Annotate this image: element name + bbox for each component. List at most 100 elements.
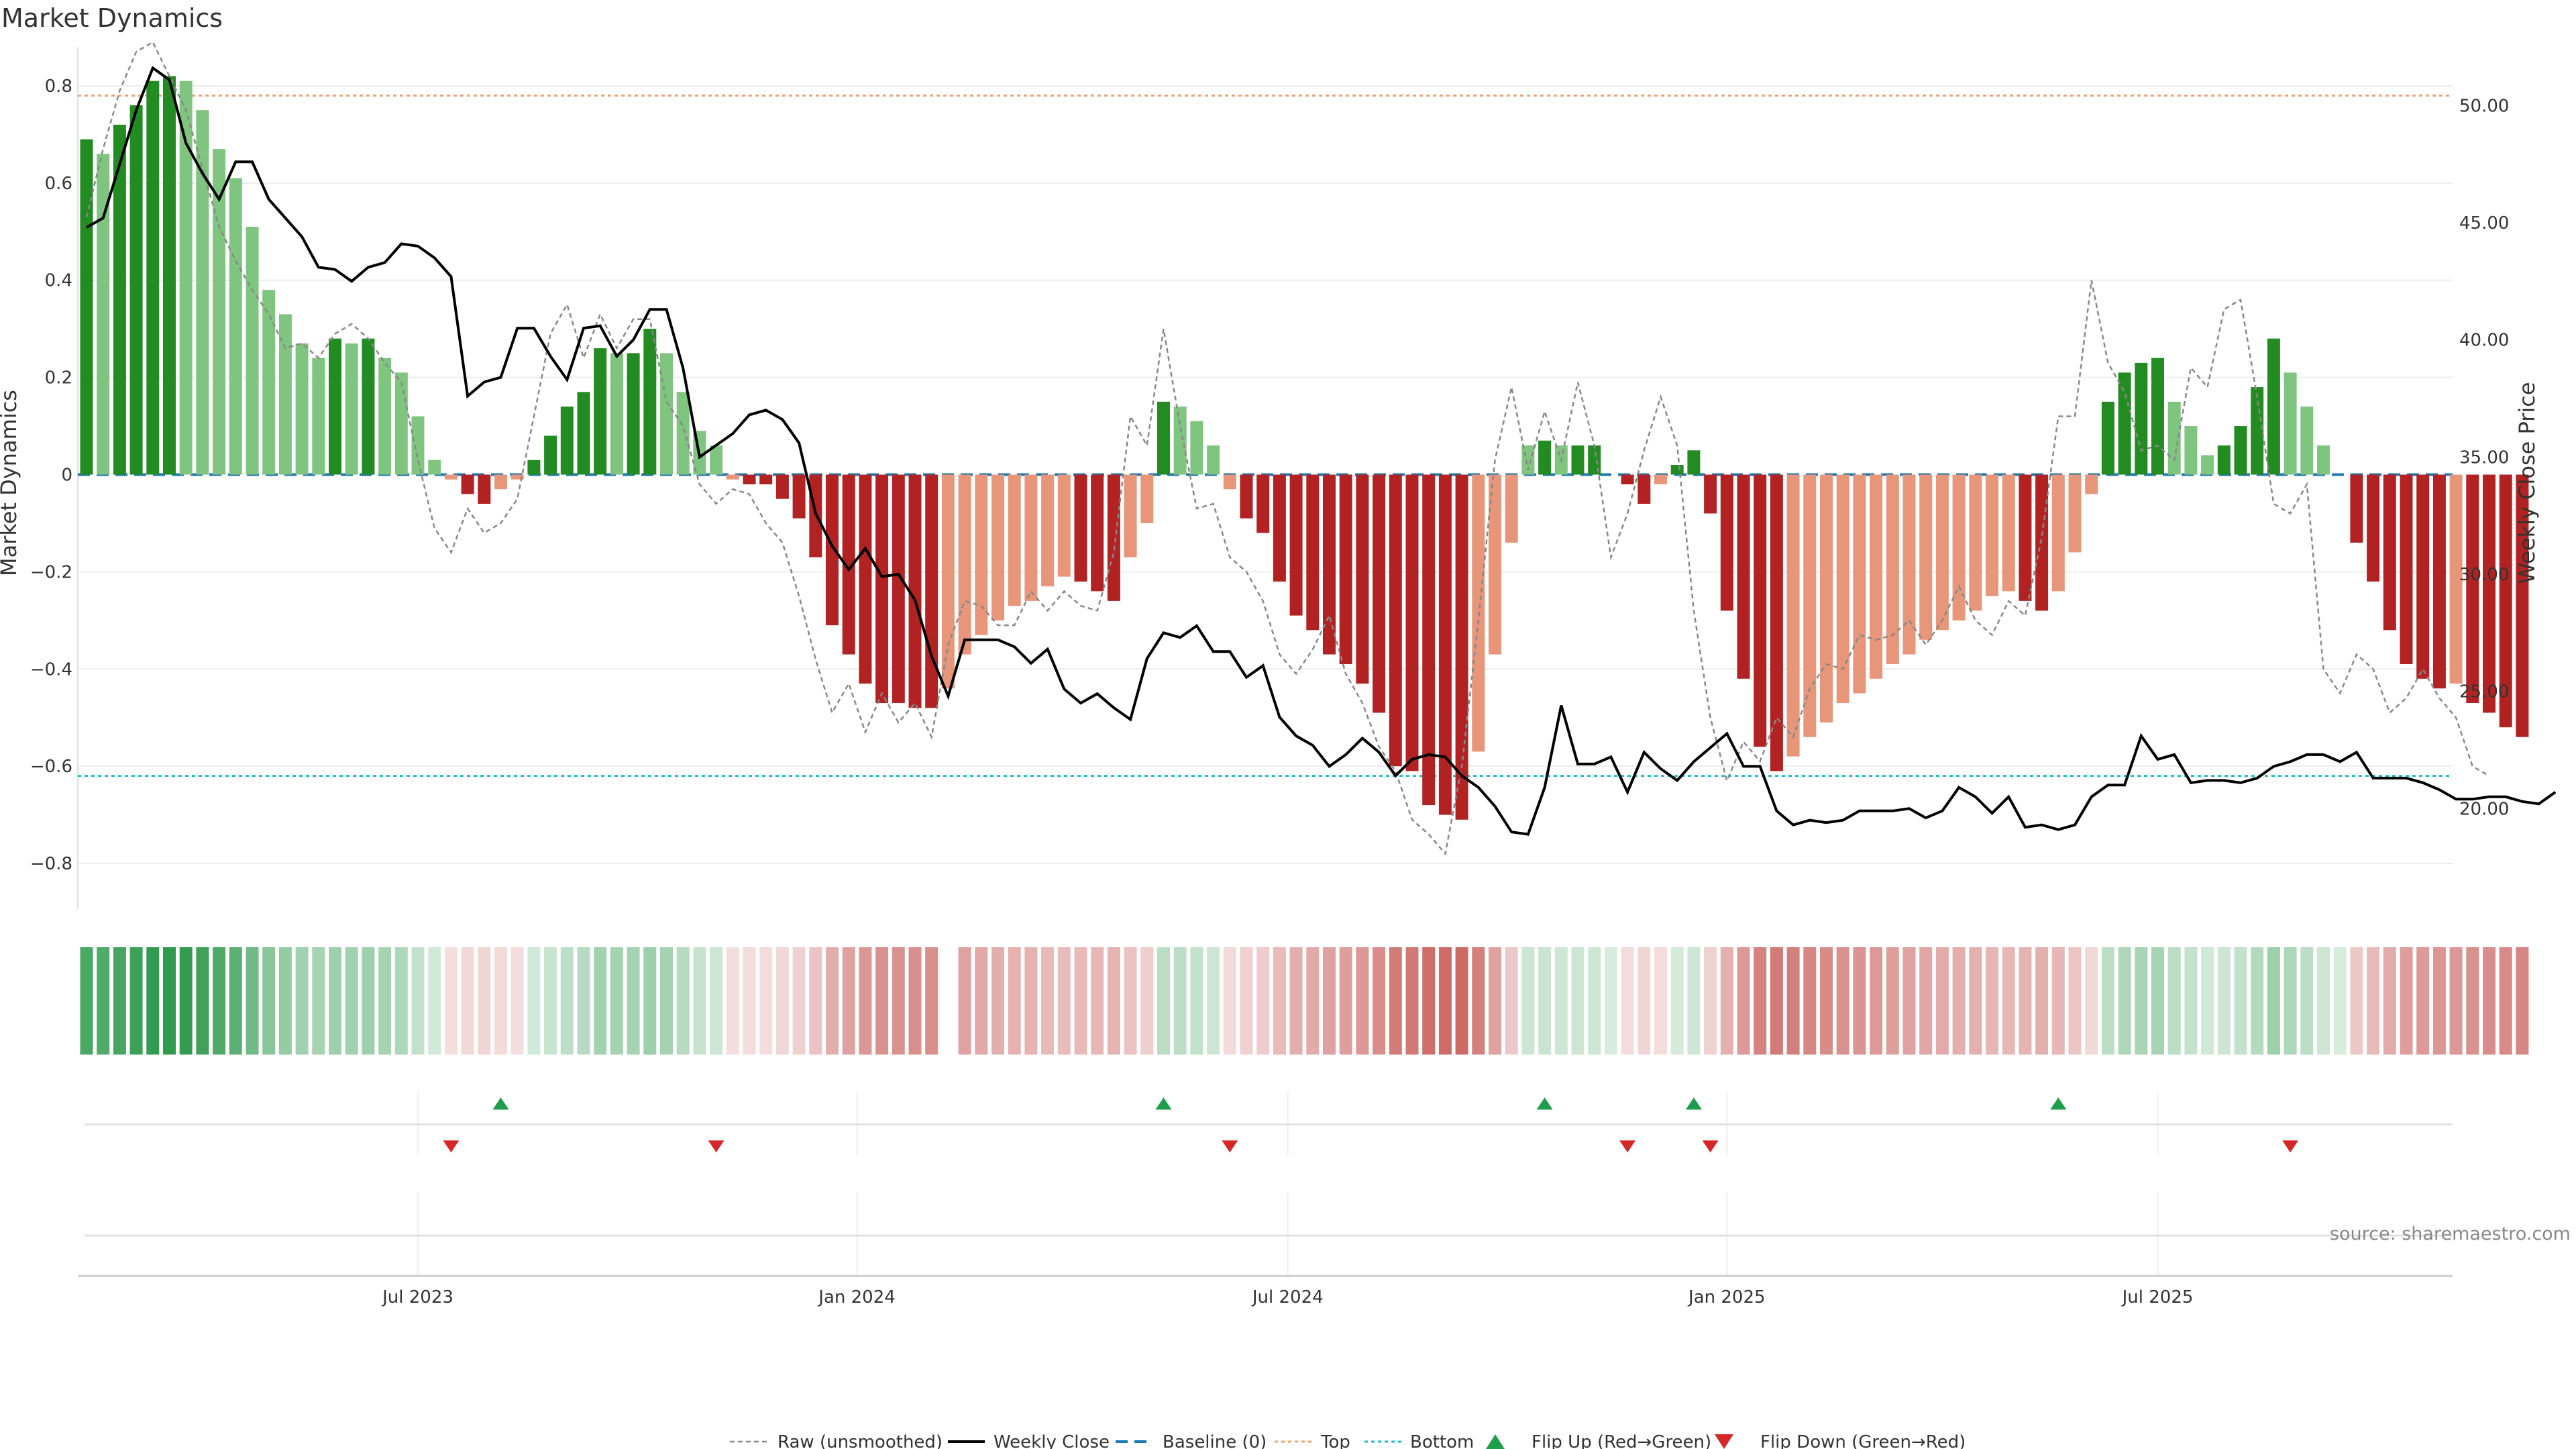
md-bar bbox=[1190, 421, 1203, 475]
legend: Raw (unsmoothed) Weekly Close Baseline (… bbox=[730, 1432, 1966, 1449]
md-bar bbox=[146, 80, 160, 475]
flip-down-marker bbox=[1222, 1140, 1238, 1152]
weekly-close-line bbox=[86, 66, 2557, 836]
flip-marker-panel bbox=[85, 1092, 2453, 1155]
md-bar bbox=[2101, 401, 2114, 475]
flip-down-marker bbox=[1619, 1140, 1636, 1152]
md-bar bbox=[1521, 445, 1535, 475]
strip-cell bbox=[643, 947, 657, 1055]
strip-cell bbox=[775, 947, 789, 1055]
strip-cell bbox=[1554, 947, 1568, 1055]
md-bar bbox=[726, 474, 739, 480]
heat-strip bbox=[80, 947, 2529, 1055]
md-bar bbox=[594, 348, 607, 475]
md-bar bbox=[577, 392, 590, 475]
strip-cell bbox=[1704, 947, 1717, 1055]
legend-item-flip-up: Flip Up (Red→Green) bbox=[1486, 1432, 1711, 1449]
flip-down-triangle-icon bbox=[1715, 1434, 1733, 1449]
md-bar bbox=[1124, 474, 1137, 557]
bottom-panel: Jul 2023 Jan 2024 Jul 2024 Jan 2025 Jul 2025 bbox=[78, 1193, 2453, 1307]
strip-cell bbox=[1008, 947, 1021, 1055]
strip-cell bbox=[2234, 947, 2247, 1055]
md-bar bbox=[1008, 474, 1021, 606]
legend-item-raw: Raw (unsmoothed) bbox=[730, 1432, 943, 1449]
md-bar bbox=[1853, 474, 1866, 694]
md-bar bbox=[1389, 474, 1402, 767]
md-bar bbox=[1638, 474, 1651, 504]
strip-cell bbox=[394, 947, 408, 1055]
strip-cell bbox=[1986, 947, 1998, 1055]
strip-cell bbox=[196, 947, 209, 1055]
md-bar bbox=[925, 474, 938, 708]
md-bar bbox=[2051, 474, 2065, 592]
strip-cell bbox=[2516, 947, 2529, 1055]
strip-cell bbox=[2483, 947, 2496, 1055]
md-bar bbox=[2217, 445, 2231, 475]
strip-cell bbox=[1124, 947, 1137, 1055]
md-bar bbox=[411, 416, 425, 475]
strip-cell bbox=[1273, 947, 1286, 1055]
legend-label-weekly-close: Weekly Close bbox=[994, 1432, 1110, 1449]
strip-cell bbox=[1091, 947, 1104, 1055]
md-bar bbox=[362, 338, 375, 475]
flip-grid bbox=[85, 1092, 2453, 1155]
strip-cell bbox=[478, 947, 491, 1055]
strip-cell bbox=[1919, 947, 1933, 1055]
md-bar bbox=[1207, 445, 1220, 475]
strip-cell bbox=[560, 947, 574, 1055]
legend-label-top: Top bbox=[1320, 1432, 1350, 1449]
strip-cell bbox=[1190, 947, 1203, 1055]
strip-cell bbox=[2051, 947, 2065, 1055]
md-bar bbox=[2151, 358, 2164, 475]
strip-cell bbox=[262, 947, 276, 1055]
strip-cell bbox=[991, 947, 1004, 1055]
md-bar bbox=[1704, 474, 1717, 514]
md-bar bbox=[246, 227, 259, 475]
strip-cell bbox=[577, 947, 590, 1055]
md-bar bbox=[2367, 474, 2380, 582]
left-tick-label: −0.6 bbox=[30, 757, 72, 777]
strip-cell bbox=[2068, 947, 2082, 1055]
strip-cell bbox=[2151, 947, 2164, 1055]
md-bar bbox=[1024, 474, 1038, 601]
strip-cell bbox=[875, 947, 889, 1055]
strip-cell bbox=[743, 947, 756, 1055]
flip-markers bbox=[443, 1097, 2299, 1152]
strip-cell bbox=[2449, 947, 2463, 1055]
md-bar bbox=[179, 80, 193, 475]
strip-cell bbox=[1654, 947, 1667, 1055]
md-bar bbox=[229, 178, 242, 475]
strip-cell bbox=[2167, 947, 2181, 1055]
strip-cell bbox=[1405, 947, 1419, 1055]
md-bar bbox=[544, 435, 557, 475]
strip-cell bbox=[2383, 947, 2396, 1055]
strip-cell bbox=[2217, 947, 2231, 1055]
md-bar bbox=[941, 474, 955, 689]
md-bar bbox=[792, 474, 806, 519]
strip-cell bbox=[1902, 947, 1916, 1055]
md-bar bbox=[2184, 426, 2198, 475]
bottom-grid bbox=[85, 1193, 2453, 1276]
right-tick-label: 40.00 bbox=[2459, 331, 2509, 351]
md-bar bbox=[2251, 387, 2264, 475]
md-bar bbox=[478, 474, 491, 504]
legend-label-raw: Raw (unsmoothed) bbox=[777, 1432, 943, 1449]
strip-cell bbox=[1472, 947, 1485, 1055]
md-bar bbox=[2300, 407, 2314, 475]
strip-cell bbox=[1770, 947, 1783, 1055]
md-bar bbox=[1986, 474, 1998, 596]
md-bar bbox=[1306, 474, 1320, 631]
md-bar bbox=[1770, 474, 1783, 771]
strip-cell bbox=[792, 947, 806, 1055]
x-tick-label: Jan 2025 bbox=[1687, 1287, 1766, 1307]
left-tick-label: 0.2 bbox=[45, 368, 72, 388]
strip-cell bbox=[1786, 947, 1800, 1055]
md-bar bbox=[1107, 474, 1120, 601]
x-tick-label: Jul 2023 bbox=[381, 1287, 453, 1307]
strip-cell bbox=[1670, 947, 1684, 1055]
md-bar bbox=[826, 474, 839, 626]
right-tick-label: 50.00 bbox=[2459, 96, 2509, 116]
legend-label-flip-up: Flip Up (Red→Green) bbox=[1532, 1432, 1711, 1449]
md-bar bbox=[2499, 474, 2512, 728]
strip-cell bbox=[710, 947, 723, 1055]
